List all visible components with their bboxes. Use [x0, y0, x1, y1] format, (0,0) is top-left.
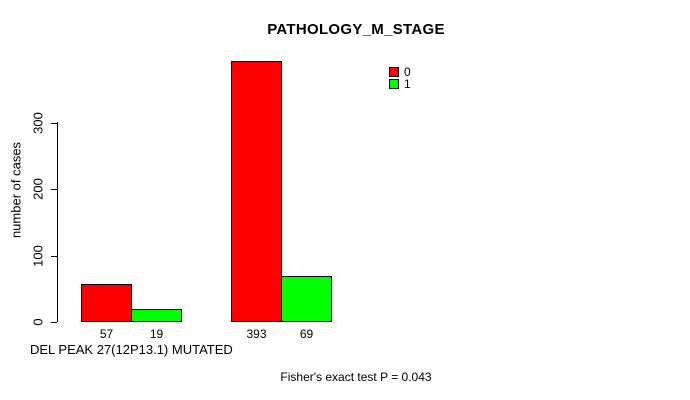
legend-label-0: 0 [404, 65, 411, 79]
chart-title: PATHOLOGY_M_STAGE [267, 21, 445, 38]
bar-value-label-57: 57 [99, 327, 114, 341]
bar-value-label-69: 69 [299, 327, 314, 341]
bar-series-0-group-2 [231, 61, 282, 322]
x-axis-label: DEL PEAK 27(12P13.1) MUTATED [30, 342, 233, 357]
bar-series-0-group-1 [81, 284, 132, 322]
y-axis [57, 122, 58, 322]
legend-row-1: 1 [389, 78, 411, 90]
legend-label-1: 1 [404, 77, 411, 91]
y-tick-mark-200 [51, 189, 57, 191]
y-axis-label: number of cases [8, 141, 24, 239]
legend-swatch-1 [389, 79, 399, 89]
y-tick-mark-0 [51, 322, 57, 323]
bar-value-label-19: 19 [149, 327, 164, 341]
y-tick-mark-300 [51, 123, 57, 125]
bar-series-1-group-2 [281, 276, 332, 322]
y-tick-label-200: 200 [30, 178, 46, 201]
y-tick-mark-100 [51, 255, 57, 257]
legend-row-0: 0 [389, 66, 411, 78]
y-tick-label-300: 300 [30, 112, 46, 134]
stat-annotation: Fisher's exact test P = 0.043 [280, 370, 432, 384]
y-tick-label-0: 0 [30, 318, 46, 326]
bar-series-1-group-1 [131, 309, 182, 322]
y-tick-label-100: 100 [30, 244, 46, 267]
bar-value-label-393: 393 [246, 327, 267, 341]
legend-swatch-0 [389, 67, 399, 77]
